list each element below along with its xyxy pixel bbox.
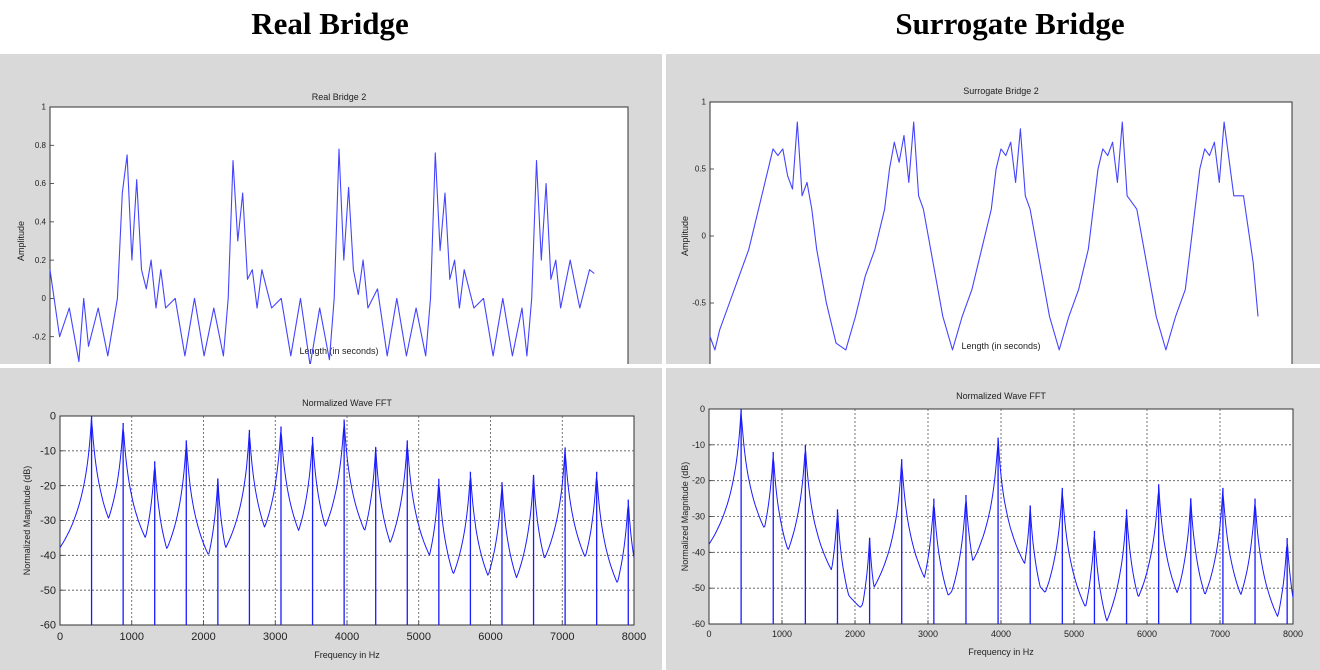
chart-title: Normalized Wave FFT bbox=[302, 398, 392, 408]
x-tick-label: 3000 bbox=[263, 631, 287, 643]
y-tick-label: -60 bbox=[692, 619, 705, 629]
chart-3-svg: 0 1000 2000 3000 4000 5000 6000 7000 8000 -60 -50 -… bbox=[680, 391, 1303, 657]
chart-title: Real Bridge 2 bbox=[312, 92, 367, 102]
surrogate-bridge-time-panel: 00.0020.0040.0060.0080.010.012-1-0.500.5… bbox=[666, 54, 1320, 364]
surrogate-bridge-header: Surrogate Bridge bbox=[895, 6, 1125, 41]
x-tick-label: 6000 bbox=[1137, 629, 1157, 639]
x-tick-label: 8000 bbox=[1283, 629, 1303, 639]
x-tick-label: 1000 bbox=[772, 629, 792, 639]
x-tick-label: 2000 bbox=[845, 629, 865, 639]
y-tick-label: 0.6 bbox=[35, 179, 47, 188]
y-tick-label: 0.2 bbox=[35, 256, 47, 265]
x-tick-label: 8000 bbox=[622, 631, 646, 643]
real-bridge-time-panel: 00.0020.0040.0060.0080.010.012-0.4-0.200… bbox=[0, 54, 662, 364]
chart-title: Surrogate Bridge 2 bbox=[963, 86, 1039, 96]
y-axis-label: Normalized Magnitude (dB) bbox=[22, 466, 32, 576]
x-tick-label: 2000 bbox=[191, 631, 215, 643]
signal-line-0 bbox=[709, 121, 1259, 351]
y-tick-label: -40 bbox=[40, 550, 56, 562]
x-tick-label: 5000 bbox=[407, 631, 431, 643]
y-tick-label: 1 bbox=[702, 98, 707, 107]
x-tick-label: 5000 bbox=[1064, 629, 1084, 639]
x-tick-label: 0 bbox=[706, 629, 711, 639]
y-tick-label: 0 bbox=[700, 404, 705, 414]
x-axis-label: Frequency in Hz bbox=[968, 647, 1034, 657]
fft-spectrum-line bbox=[59, 418, 635, 583]
x-tick-label: 1000 bbox=[120, 631, 144, 643]
x-axis-label: Frequency in Hz bbox=[314, 650, 380, 660]
y-axis-label: Amplitude bbox=[16, 221, 26, 261]
y-tick-label: -20 bbox=[40, 480, 56, 492]
x-tick-label: 3000 bbox=[918, 629, 938, 639]
y-tick-label: -30 bbox=[692, 512, 705, 522]
signal-line-0 bbox=[49, 148, 595, 364]
x-tick-label: 4000 bbox=[991, 629, 1011, 639]
plot-area bbox=[49, 106, 629, 364]
y-tick-label: 0.8 bbox=[35, 141, 47, 150]
y-tick-label: -10 bbox=[40, 446, 56, 458]
y-axis-label: Amplitude bbox=[680, 216, 690, 256]
x-tick-label: 7000 bbox=[550, 631, 574, 643]
y-tick-label: -0.5 bbox=[692, 299, 706, 308]
x-tick-label: 7000 bbox=[1210, 629, 1230, 639]
y-tick-label: -50 bbox=[692, 583, 705, 593]
y-axis-label: Normalized Magnitude (dB) bbox=[680, 462, 690, 572]
chart-title: Normalized Wave FFT bbox=[956, 391, 1046, 401]
y-tick-label: 0 bbox=[702, 232, 707, 241]
chart-1-svg: 00.0020.0040.0060.0080.010.012-1-0.500.5… bbox=[680, 86, 1293, 364]
x-tick-label: 4000 bbox=[335, 631, 359, 643]
fft-spectrum-line bbox=[708, 411, 1294, 622]
chart-0-svg: 00.0020.0040.0060.0080.010.012-0.4-0.200… bbox=[16, 92, 629, 364]
y-tick-label: 0.5 bbox=[695, 165, 707, 174]
plot-area bbox=[709, 101, 1293, 364]
x-tick-label: 0 bbox=[57, 631, 63, 643]
y-tick-label: -10 bbox=[692, 440, 705, 450]
y-tick-label: 0.4 bbox=[35, 218, 47, 227]
y-tick-label: -60 bbox=[40, 620, 56, 632]
y-tick-label: -0.2 bbox=[32, 332, 46, 341]
x-axis-label: Length (in seconds) bbox=[299, 346, 378, 356]
y-tick-label: -40 bbox=[692, 547, 705, 557]
y-tick-label: -20 bbox=[692, 476, 705, 486]
chart-2-svg: 0 1000 2000 3000 4000 5000 6000 7000 8000 -60 -50 -… bbox=[22, 398, 646, 660]
y-tick-label: 1 bbox=[42, 103, 47, 112]
y-tick-label: -30 bbox=[40, 515, 56, 527]
surrogate-bridge-fft-panel: 0 1000 2000 3000 4000 5000 6000 7000 8000 -60 -50 -… bbox=[666, 368, 1320, 670]
y-tick-label: 0 bbox=[50, 411, 56, 423]
x-tick-label: 6000 bbox=[478, 631, 502, 643]
x-axis-label: Length (in seconds) bbox=[961, 341, 1040, 351]
real-bridge-fft-panel: 0 1000 2000 3000 4000 5000 6000 7000 8000 -60 -50 -… bbox=[0, 368, 662, 670]
y-tick-label: -50 bbox=[40, 585, 56, 597]
real-bridge-header: Real Bridge bbox=[251, 6, 409, 41]
y-tick-label: 0 bbox=[42, 294, 47, 303]
